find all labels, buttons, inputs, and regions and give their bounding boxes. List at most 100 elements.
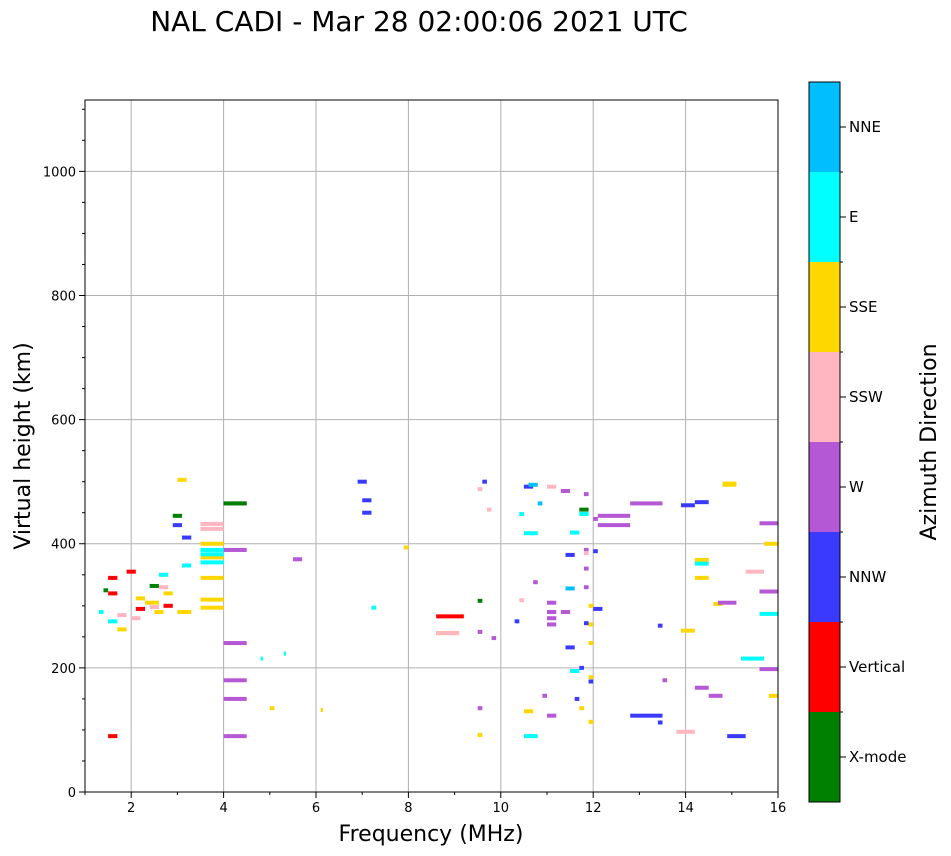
echo-mark (135, 596, 146, 601)
colorbar-segment (809, 262, 840, 352)
echo-mark (117, 627, 127, 632)
echo-mark (223, 641, 247, 646)
y-tick-label: 600 (51, 414, 76, 429)
echo-mark (223, 678, 247, 683)
data-marks (98, 477, 778, 739)
echo-mark (579, 507, 589, 512)
colorbar-tick-label: E (849, 208, 858, 226)
echo-mark (98, 610, 104, 615)
echo-mark (269, 706, 275, 711)
echo-mark (223, 734, 247, 739)
echo-mark (547, 616, 557, 621)
echo-mark (292, 557, 303, 562)
echo-mark (172, 513, 183, 518)
echo-mark (537, 501, 543, 506)
echo-mark (403, 545, 409, 550)
echo-mark (477, 487, 483, 492)
x-tick-label: 8 (404, 801, 412, 816)
echo-mark (597, 523, 631, 528)
echo-mark (477, 598, 483, 603)
x-tick-label: 4 (219, 801, 227, 816)
echo-mark (583, 551, 589, 556)
echo-mark (523, 531, 538, 536)
echo-mark (103, 588, 109, 593)
echo-mark (172, 523, 183, 528)
echo-mark (593, 516, 598, 521)
echo-mark (362, 498, 372, 503)
echo-mark (694, 557, 709, 562)
echo-mark (759, 521, 778, 526)
echo-mark (741, 656, 765, 661)
colorbar-tick-label: W (849, 478, 864, 496)
y-tick-label: 800 (51, 289, 76, 304)
echo-mark (759, 611, 778, 616)
echo-mark (108, 575, 118, 580)
echo-mark (588, 719, 594, 724)
echo-mark (579, 706, 584, 711)
echo-mark (200, 521, 224, 526)
echo-mark (223, 501, 247, 506)
echo-mark (477, 706, 483, 711)
echo-mark (145, 600, 159, 605)
echo-mark (519, 598, 524, 603)
echo-mark (223, 696, 247, 701)
echo-mark (630, 501, 663, 506)
colorbar-tick-label: SSE (849, 298, 878, 316)
echo-mark (565, 645, 575, 650)
echo-mark (708, 693, 723, 698)
echo-mark (593, 549, 598, 554)
y-axis-label: Virtual height (km) (11, 342, 36, 549)
y-axis: 0 200 400 600 800 1000 (43, 108, 85, 801)
echo-mark (680, 628, 695, 633)
echo-mark (182, 563, 192, 568)
echo-mark (583, 566, 589, 571)
echo-mark (745, 569, 765, 574)
echo-mark (588, 675, 594, 680)
echo-mark (108, 619, 118, 624)
echo-mark (163, 603, 173, 608)
echo-mark (588, 603, 594, 608)
echo-mark (570, 530, 580, 535)
echo-mark (579, 665, 584, 670)
colorbar-segment (809, 352, 840, 442)
echo-mark (163, 591, 173, 596)
echo-mark (200, 560, 224, 565)
echo-mark (200, 547, 224, 552)
x-tick-label: 12 (585, 801, 602, 816)
echo-mark (694, 500, 709, 505)
echo-mark (200, 555, 224, 560)
echo-mark (177, 477, 187, 482)
echo-mark (200, 597, 224, 602)
echo-mark (135, 606, 146, 611)
echo-mark (547, 713, 557, 718)
echo-mark (593, 606, 603, 611)
echo-mark (357, 479, 367, 484)
echo-mark (676, 729, 695, 734)
plot-frame (84, 99, 779, 793)
echo-mark (547, 610, 557, 615)
x-axis-label: Frequency (MHz) (339, 822, 524, 847)
echo-mark (149, 605, 159, 610)
echo-mark (547, 600, 557, 605)
x-tick-label: 16 (770, 801, 787, 816)
colorbar-segment (809, 82, 840, 172)
echo-mark (200, 526, 224, 531)
echo-mark (680, 503, 695, 508)
echo-mark (662, 678, 668, 683)
echo-mark (560, 610, 571, 615)
echo-mark (759, 589, 778, 594)
echo-mark (486, 507, 492, 512)
colorbar-frame (808, 81, 841, 803)
echo-mark (583, 621, 589, 626)
echo-mark (560, 488, 571, 493)
echo-mark (588, 622, 594, 627)
y-tick-label: 200 (51, 662, 76, 677)
echo-mark (727, 734, 746, 739)
echo-mark (547, 484, 557, 489)
echo-mark (177, 610, 192, 615)
echo-mark (200, 552, 224, 557)
echo-mark (182, 535, 192, 540)
echo-mark (583, 492, 589, 497)
echo-mark (583, 547, 589, 552)
